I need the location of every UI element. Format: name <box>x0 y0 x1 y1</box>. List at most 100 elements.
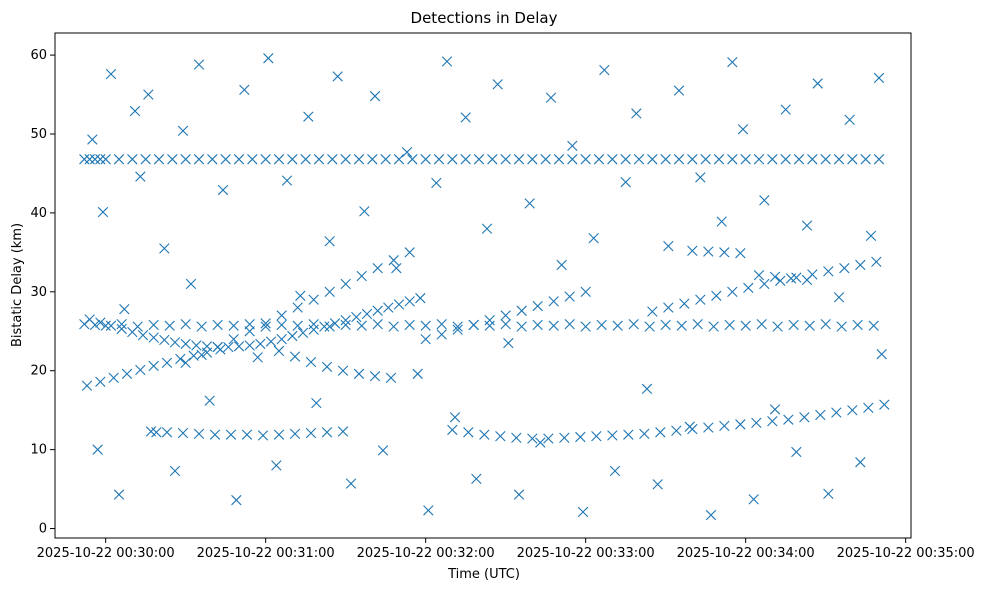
scatter-point <box>292 302 303 313</box>
scatter-point-stroke-b <box>193 154 205 165</box>
scatter-point-stroke-b <box>679 298 690 309</box>
scatter-point-stroke-b <box>260 154 271 165</box>
scatter-point <box>815 409 826 421</box>
scatter-point <box>775 275 786 286</box>
scatter-point-stroke-b <box>372 318 383 330</box>
scatter-point-stroke-b <box>873 154 885 165</box>
scatter-point <box>703 246 714 257</box>
scatter-point-stroke-b <box>500 310 511 321</box>
scatter-point <box>369 371 381 382</box>
scatter-point-stroke-b <box>449 412 461 423</box>
scatter-point-stroke-b <box>420 333 431 345</box>
scatter-point <box>487 154 498 165</box>
scatter-point <box>844 114 855 125</box>
scatter-point-stroke-b <box>873 72 885 84</box>
scatter-point <box>84 314 95 325</box>
scatter-point <box>281 175 293 186</box>
scatter-point <box>308 294 319 305</box>
scatter-point-stroke-b <box>255 338 266 350</box>
scatter-point <box>177 125 189 137</box>
scatter-point-stroke-b <box>516 305 527 316</box>
scatter-point-stroke-b <box>620 176 631 188</box>
scatter-point-stroke-b <box>492 79 503 90</box>
scatter-point <box>127 326 138 338</box>
scatter-point-stroke-b <box>831 407 842 418</box>
scatter-point-stroke-b <box>833 154 845 165</box>
scatter-point-stroke-b <box>100 154 111 165</box>
scatter-point <box>711 290 722 301</box>
scatter-point-stroke-b <box>228 320 239 331</box>
scatter-point-stroke-b <box>548 296 559 307</box>
scatter-point-stroke-b <box>567 154 578 165</box>
scatter-point <box>276 310 287 321</box>
scatter-point <box>244 340 255 351</box>
scatter-point <box>700 154 711 165</box>
scatter-point-stroke-b <box>119 303 130 315</box>
scatter-point <box>865 230 877 241</box>
scatter-point-stroke-b <box>564 291 575 302</box>
scatter-point <box>847 404 858 416</box>
scatter-point <box>644 321 655 332</box>
scatter-point-stroke-b <box>737 124 749 135</box>
scatter-point-stroke-b <box>332 71 343 82</box>
scatter-point-stroke-b <box>823 488 834 500</box>
scatter-point <box>207 154 218 165</box>
scatter-point-stroke-b <box>580 321 591 332</box>
scatter-point-stroke-b <box>167 154 178 165</box>
scatter-point <box>420 333 431 345</box>
scatter-point-stroke-b <box>385 372 397 384</box>
scatter-point <box>460 112 471 123</box>
scatter-point-stroke-b <box>265 336 277 347</box>
scatter-point <box>447 424 458 436</box>
scatter-point-stroke-b <box>225 429 237 440</box>
scatter-point <box>687 245 698 256</box>
scatter-point <box>823 488 834 500</box>
scatter-point-stroke-b <box>180 338 191 350</box>
scatter-point-stroke-b <box>543 433 554 444</box>
scatter-point <box>820 318 831 330</box>
scatter-point-stroke-b <box>311 397 322 409</box>
scatter-point <box>148 319 159 331</box>
scatter-point-stroke-b <box>452 324 463 335</box>
scatter-point <box>313 154 325 165</box>
scatter-point-stroke-b <box>95 317 106 328</box>
scatter-point-stroke-b <box>420 320 431 331</box>
scatter-point <box>684 421 695 432</box>
scatter-point <box>516 305 527 316</box>
scatter-point-stroke-b <box>535 437 546 448</box>
scatter-point <box>695 172 706 183</box>
scatter-point <box>241 429 253 440</box>
scatter-point-stroke-b <box>89 154 101 165</box>
scatter-point-stroke-b <box>276 310 287 321</box>
scatter-point-stroke-b <box>460 112 471 123</box>
scatter-point <box>673 154 685 165</box>
scatter-point <box>260 318 271 329</box>
scatter-point-stroke-b <box>340 154 351 165</box>
scatter-point-stroke-b <box>260 321 271 332</box>
x-tick-label: 2025-10-22 00:30:00 <box>37 546 175 561</box>
scatter-point <box>767 154 778 165</box>
scatter-point-stroke-b <box>548 320 559 331</box>
scatter-point <box>596 319 607 331</box>
scatter-point <box>516 321 527 332</box>
scatter-point <box>799 412 810 423</box>
scatter-point-stroke-b <box>545 92 557 103</box>
scatter-point-stroke-b <box>353 368 365 380</box>
scatter-point <box>631 108 642 119</box>
scatter-point <box>793 154 805 165</box>
scatter-point <box>484 320 495 331</box>
scatter-point <box>356 270 367 282</box>
scatter-point-stroke-b <box>159 334 170 346</box>
scatter-point <box>260 154 271 165</box>
scatter-point-stroke-b <box>769 404 781 415</box>
scatter-point <box>169 337 181 348</box>
scatter-point <box>548 320 559 331</box>
scatter-point-stroke-b <box>479 429 490 440</box>
scatter-point-stroke-b <box>305 427 317 439</box>
scatter-point-stroke-b <box>641 383 653 395</box>
scatter-point-stroke-b <box>713 154 725 165</box>
scatter-point-stroke-b <box>135 171 146 182</box>
scatter-point <box>393 299 405 310</box>
scatter-point <box>471 473 482 485</box>
